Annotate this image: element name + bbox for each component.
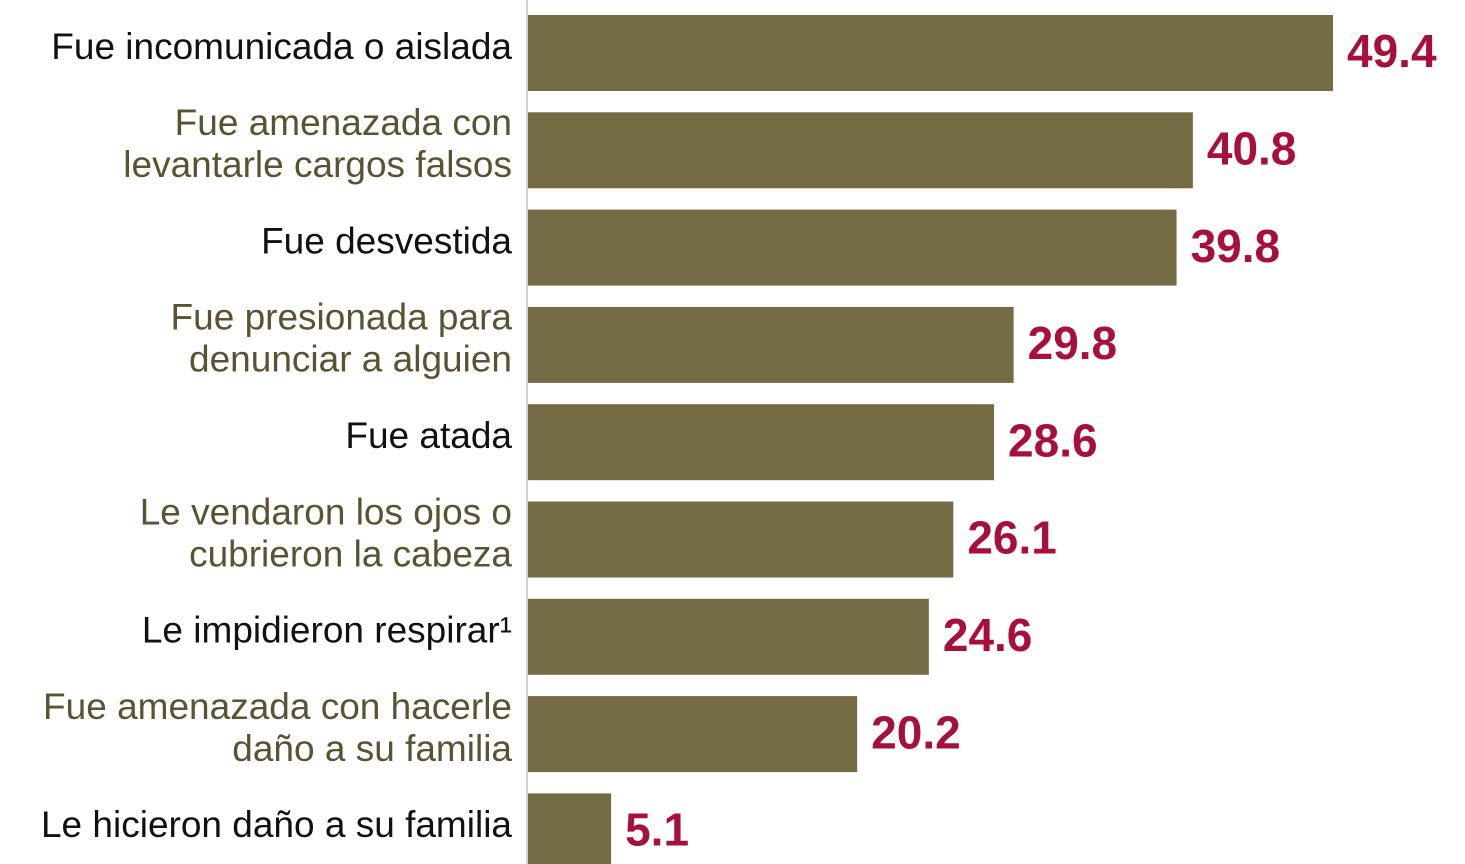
bar	[528, 598, 929, 675]
value-label: 26.1	[967, 512, 1057, 564]
value-label: 20.2	[871, 706, 961, 758]
bar	[528, 15, 1334, 91]
value-label: 28.6	[1008, 414, 1098, 466]
category-label: Fue atada	[345, 415, 512, 456]
bar	[528, 112, 1193, 189]
category-label: denunciar a alguien	[189, 339, 512, 380]
value-label: 39.8	[1191, 220, 1281, 272]
category-label: Fue amenazada con	[175, 102, 512, 143]
bar	[528, 696, 858, 773]
bar	[528, 501, 954, 578]
bar	[528, 209, 1177, 286]
bar	[528, 306, 1014, 383]
category-label: Le vendaron los ojos o	[140, 491, 512, 532]
bar	[528, 793, 612, 864]
value-label: 24.6	[943, 609, 1033, 661]
category-label: levantarle cargos falsos	[123, 144, 512, 185]
category-label: Fue presionada para	[171, 297, 513, 338]
category-label: Le hicieron daño a su familia	[41, 804, 512, 845]
value-label: 5.1	[625, 804, 689, 856]
bar	[528, 404, 995, 481]
category-label: Fue incomunicada o aislada	[51, 26, 512, 67]
value-label: 29.8	[1028, 317, 1118, 369]
category-label: Fue amenazada con hacerle	[43, 686, 512, 727]
category-label: Fue desvestida	[261, 220, 512, 261]
value-label: 49.4	[1347, 25, 1437, 77]
category-label: daño a su familia	[232, 728, 512, 769]
category-label: cubrieron la cabeza	[189, 533, 512, 574]
category-label: Le impidieron respirar¹	[142, 610, 512, 651]
value-label: 40.8	[1207, 122, 1297, 174]
